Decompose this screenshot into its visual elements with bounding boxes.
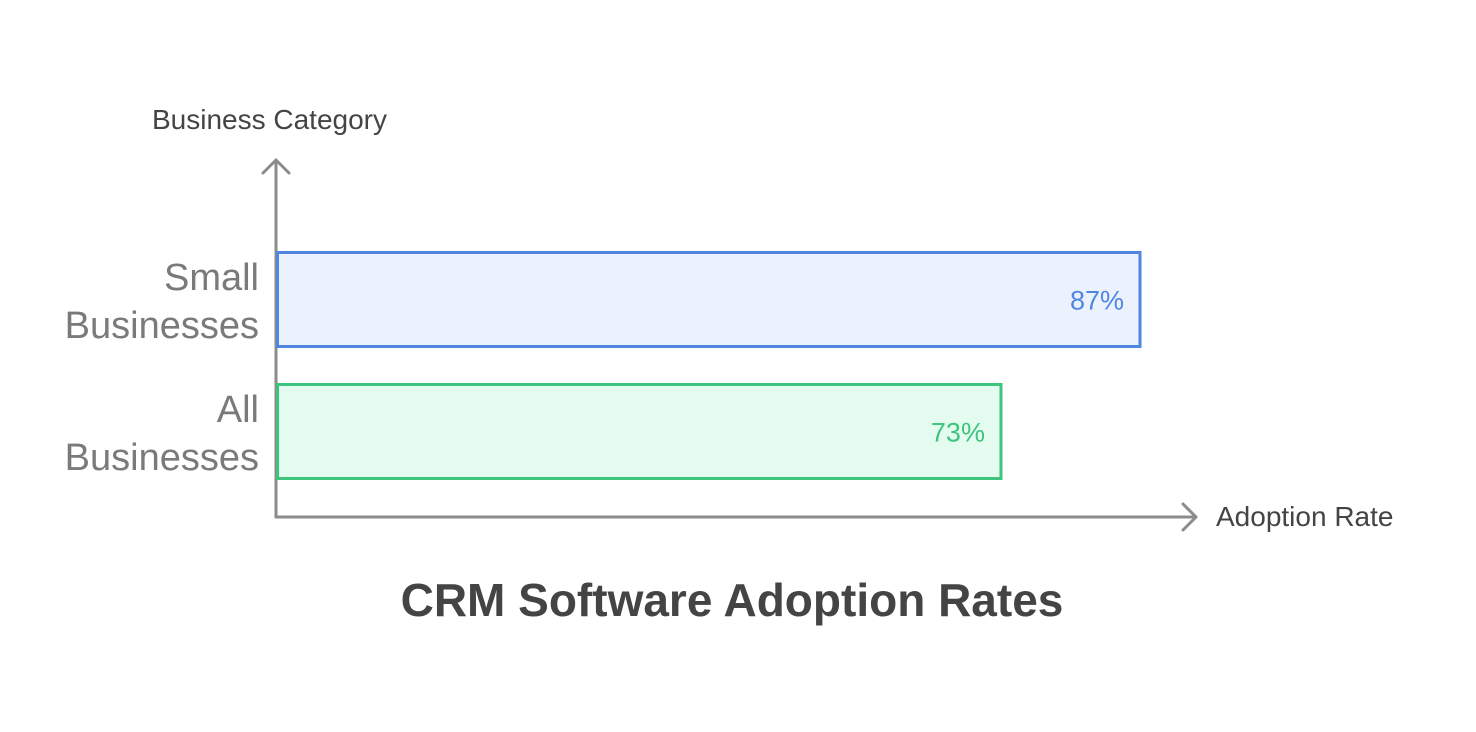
x-axis-arrowhead [1181, 502, 1198, 532]
category-tick-label: Small [164, 257, 259, 299]
chart-title: CRM Software Adoption Rates [401, 574, 1064, 626]
category-tick-label: Businesses [65, 305, 259, 347]
y-axis-label: Business Category [152, 104, 387, 135]
y-axis-arrowhead [261, 158, 291, 175]
bar-value-label: 87% [1070, 286, 1124, 316]
bar-series: 87% Small Businesses 73% All Businesses [65, 251, 1142, 480]
category-tick-label: All [217, 389, 259, 431]
bar-value-label: 73% [931, 418, 985, 448]
category-tick-label: Businesses [65, 437, 259, 479]
x-axis-label: Adoption Rate [1216, 501, 1393, 532]
bar [276, 251, 1142, 348]
bar [276, 383, 1003, 480]
